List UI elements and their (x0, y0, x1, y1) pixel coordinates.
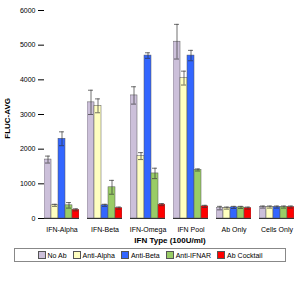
html-text:IFN Type (100U/ml): IFN Type (100U/ml) (134, 236, 206, 245)
svg-text:IFN-Alpha: IFN-Alpha (46, 226, 78, 234)
html-text:Anti-IFNAR: Anti-IFNAR (175, 251, 212, 259)
svg-text:0: 0 (32, 215, 36, 222)
svg-text:IFN-Omega: IFN-Omega (130, 226, 167, 234)
svg-text:IFN Pool: IFN Pool (177, 226, 205, 233)
svg-text:4000: 4000 (20, 76, 36, 83)
html-text:Anti-Beta: Anti-Beta (130, 251, 160, 259)
html-text:No Ab: No Ab (47, 251, 67, 259)
svg-text:Ab Only: Ab Only (222, 226, 247, 234)
html-text:FLUC-AVG: FLUC-AVG (2, 97, 12, 139)
html-text:Anti-Alpha: Anti-Alpha (82, 251, 115, 259)
svg-text:3000: 3000 (20, 111, 36, 118)
svg-text:IFN-Beta: IFN-Beta (91, 226, 119, 233)
svg-text:6000: 6000 (20, 7, 36, 14)
svg-text:Cells Only: Cells Only (261, 226, 293, 234)
svg-text:1000: 1000 (20, 180, 36, 187)
svg-text:2000: 2000 (20, 145, 36, 152)
svg-text:5000: 5000 (20, 41, 36, 48)
html-text:Ab Cocktail: Ab Cocktail (227, 251, 263, 259)
